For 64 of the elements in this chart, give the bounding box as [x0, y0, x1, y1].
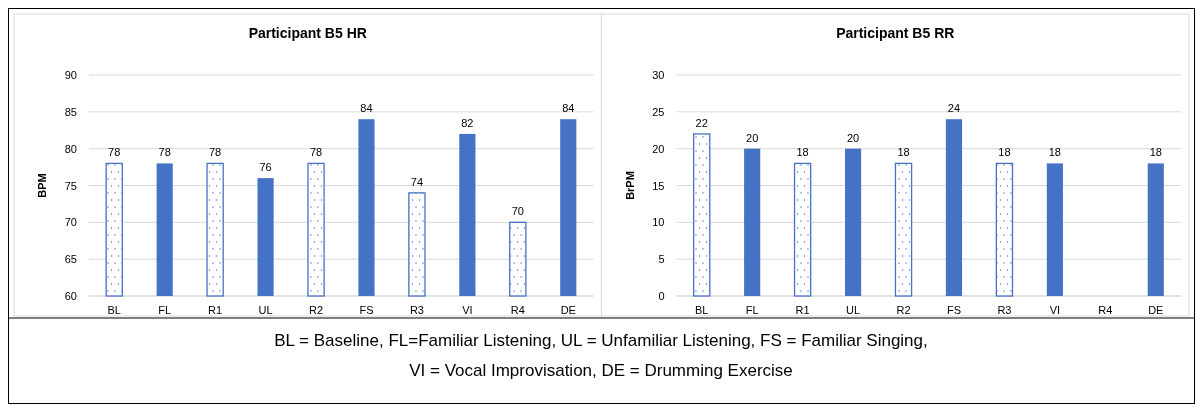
chart-title: Participant B5 RR	[836, 25, 955, 41]
y-tick-label: 70	[64, 216, 77, 229]
y-tick-label: 25	[652, 105, 665, 118]
data-label: 78	[309, 146, 323, 159]
x-tick-label: FL	[158, 304, 172, 316]
data-label: 18	[998, 146, 1011, 159]
data-label: 20	[746, 131, 759, 144]
x-tick-label: VI	[462, 304, 473, 316]
y-axis-title: BPM	[36, 173, 48, 198]
data-label: 76	[259, 161, 272, 174]
x-tick-label: R1	[208, 304, 223, 316]
chart-title: Participant B5 HR	[248, 25, 367, 41]
x-tick-label: R4	[510, 304, 525, 316]
y-tick-label: 30	[652, 69, 665, 81]
data-label: 70	[511, 205, 524, 218]
x-tick-label: R4	[1098, 304, 1113, 316]
data-label: 84	[562, 102, 575, 115]
x-tick-label: DE	[1148, 304, 1164, 316]
y-tick-label: 65	[64, 253, 77, 266]
x-tick-label: DE	[560, 304, 576, 316]
x-tick-label: R3	[409, 304, 424, 316]
y-tick-label: 60	[64, 290, 77, 302]
y-tick-label: 0	[658, 290, 665, 302]
x-tick-label: VI	[1049, 304, 1061, 316]
bar	[945, 119, 963, 296]
bar	[845, 148, 862, 296]
bar	[744, 148, 761, 296]
x-tick-label: BL	[694, 304, 709, 316]
bar	[1046, 163, 1063, 296]
data-label: 18	[796, 146, 809, 159]
data-label: 78	[108, 146, 121, 159]
y-tick-label: 10	[652, 216, 665, 229]
bar	[1147, 163, 1164, 296]
data-label: 18	[1149, 146, 1162, 159]
x-tick-label: FL	[745, 304, 759, 316]
data-label: 84	[360, 102, 373, 115]
data-label: 78	[209, 146, 222, 159]
text: VI = Vocal Improvisation, DE = Drumming Exercise	[409, 361, 793, 380]
y-tick-label: 75	[64, 179, 77, 192]
y-tick-label: 15	[652, 179, 665, 192]
data-label: 74	[410, 175, 424, 188]
data-label: 20	[846, 131, 860, 144]
data-label: 18	[1048, 146, 1061, 159]
x-tick-label: FS	[946, 304, 962, 316]
x-tick-label: UL	[846, 304, 861, 316]
x-tick-label: R2	[896, 304, 911, 316]
x-tick-label: FS	[359, 304, 374, 316]
data-label: 82	[461, 116, 474, 129]
data-label: 78	[158, 146, 171, 159]
y-axis-title: BrPM	[623, 171, 636, 200]
y-tick-label: 80	[64, 142, 77, 155]
y-tick-label: 85	[64, 105, 77, 118]
x-tick-label: R1	[795, 304, 810, 316]
x-tick-label: BL	[107, 304, 121, 316]
text: BL = Baseline, FL=Familiar Listening, UL = Unfamiliar Listening, FS = Familiar Singing,	[274, 331, 928, 350]
y-tick-label: 5	[658, 253, 665, 266]
data-label: 24	[947, 102, 961, 115]
data-label: 22	[695, 116, 708, 129]
data-label: 18	[897, 146, 910, 159]
y-tick-label: 20	[652, 142, 665, 155]
y-tick-label: 90	[64, 69, 77, 81]
x-tick-label: R2	[308, 304, 324, 316]
x-tick-label: R3	[997, 304, 1012, 316]
x-tick-label: UL	[258, 304, 273, 316]
